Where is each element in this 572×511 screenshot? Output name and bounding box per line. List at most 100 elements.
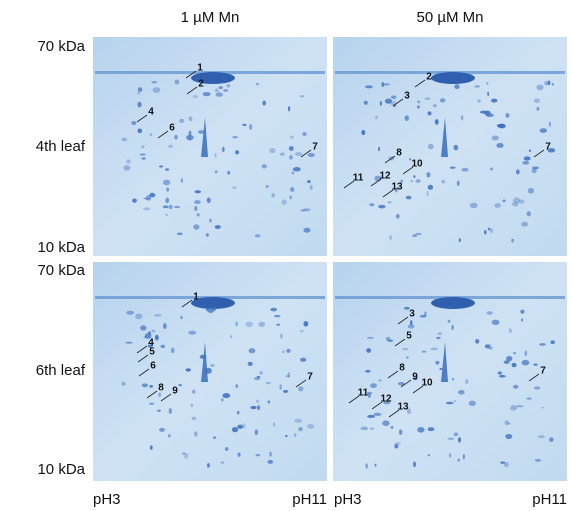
gel-spot [140, 325, 147, 331]
gel-spot [255, 453, 261, 457]
gel-spot [214, 170, 218, 174]
leader-line [295, 379, 307, 388]
spot-label: 7 [312, 142, 318, 153]
ph-label: pH3 [334, 491, 362, 508]
gel-spot [188, 130, 192, 137]
gel-spot [254, 234, 261, 238]
spot-label: 10 [411, 159, 423, 170]
gel-spot [163, 323, 167, 329]
gel-spot [255, 82, 260, 86]
leader-line [300, 149, 312, 158]
gel-spot [541, 406, 544, 409]
gel-spot [491, 135, 499, 141]
spot-label: 11 [353, 173, 364, 184]
leader-line [397, 316, 409, 325]
gel-spot [206, 463, 210, 468]
gel-spot [185, 134, 194, 141]
gel-spot [526, 211, 531, 217]
gel-spot [254, 429, 258, 436]
gel-spot [468, 400, 476, 407]
gel-spot [174, 205, 181, 209]
gel-spot [515, 169, 520, 175]
row-label: 6th leaf [36, 362, 86, 379]
gel-spot [360, 426, 369, 431]
gel-spot [298, 427, 303, 432]
gel-spot [281, 199, 287, 205]
gel-spot [242, 123, 247, 127]
gel-spot [483, 230, 487, 235]
gel-spot [137, 128, 143, 134]
leader-line [382, 189, 394, 198]
gel-spot [279, 152, 285, 156]
gel-spot [148, 402, 155, 405]
gel-spot [534, 458, 542, 462]
gel-spot [218, 86, 223, 89]
gel-spot [526, 397, 532, 400]
ph-label: pH3 [93, 491, 121, 508]
gel-spot [489, 167, 494, 171]
gel-spot [445, 401, 454, 405]
gel-spot [300, 357, 307, 362]
gel-spot [528, 149, 532, 152]
gel-spot [137, 91, 141, 95]
gel-spot [145, 194, 152, 201]
leader-line [388, 409, 400, 418]
gel-spot [457, 458, 461, 462]
spot-label: 9 [412, 372, 418, 383]
gel-spot [369, 203, 375, 207]
leader-line [414, 79, 426, 88]
gel-spot [520, 309, 525, 314]
gel-spot [152, 87, 161, 93]
mw-label: 70 kDa [37, 38, 85, 55]
gel-spot [245, 321, 254, 328]
gel-spot [188, 330, 197, 335]
gel-spot [383, 400, 391, 405]
gel-spot [378, 204, 386, 209]
gel-spot [491, 319, 500, 326]
gel-spot [303, 320, 309, 327]
mw-label: 10 kDa [37, 239, 85, 256]
gel-spot [194, 200, 201, 205]
gel-spot [427, 184, 434, 190]
gel-spot [427, 143, 434, 150]
gel-spot [159, 165, 163, 168]
gel-spot [487, 344, 492, 349]
gel-spot [536, 106, 540, 111]
gel-spot [215, 88, 219, 93]
gel-spot [449, 166, 456, 169]
gel-spot [539, 128, 548, 133]
gel-spot [419, 314, 426, 318]
gel-spot [273, 422, 276, 427]
gel-spot [231, 186, 237, 189]
gel-spot [367, 414, 376, 419]
gel-spot [223, 89, 229, 92]
gel-spot [126, 310, 135, 315]
spot-label: 8 [399, 363, 405, 374]
gel-spot [294, 418, 303, 423]
gel-spot [394, 443, 399, 449]
gel-spot [141, 383, 148, 388]
ph-label: pH11 [532, 491, 567, 508]
gel-spot [496, 143, 504, 148]
gel-spot [182, 451, 186, 456]
gel-spot [366, 336, 374, 339]
gel-spot [378, 146, 381, 152]
spot-label: 12 [379, 171, 391, 182]
gel-spot [191, 416, 197, 421]
gel-spot [279, 333, 283, 339]
gel-spot [205, 233, 209, 237]
gel-spot [163, 179, 171, 186]
gel-spot [426, 190, 429, 197]
gel-spot [226, 84, 231, 88]
gel-spot [363, 100, 368, 105]
gel-spot [151, 329, 156, 333]
gel-main-spot [431, 72, 475, 84]
gel-spot [234, 150, 240, 155]
gel-spot [506, 355, 513, 362]
gel-spot [511, 201, 519, 207]
leader-line [136, 345, 148, 354]
gel-spot [302, 131, 307, 136]
gel-spot [162, 205, 169, 209]
leader-line [387, 370, 399, 379]
gel-spot [441, 179, 445, 184]
